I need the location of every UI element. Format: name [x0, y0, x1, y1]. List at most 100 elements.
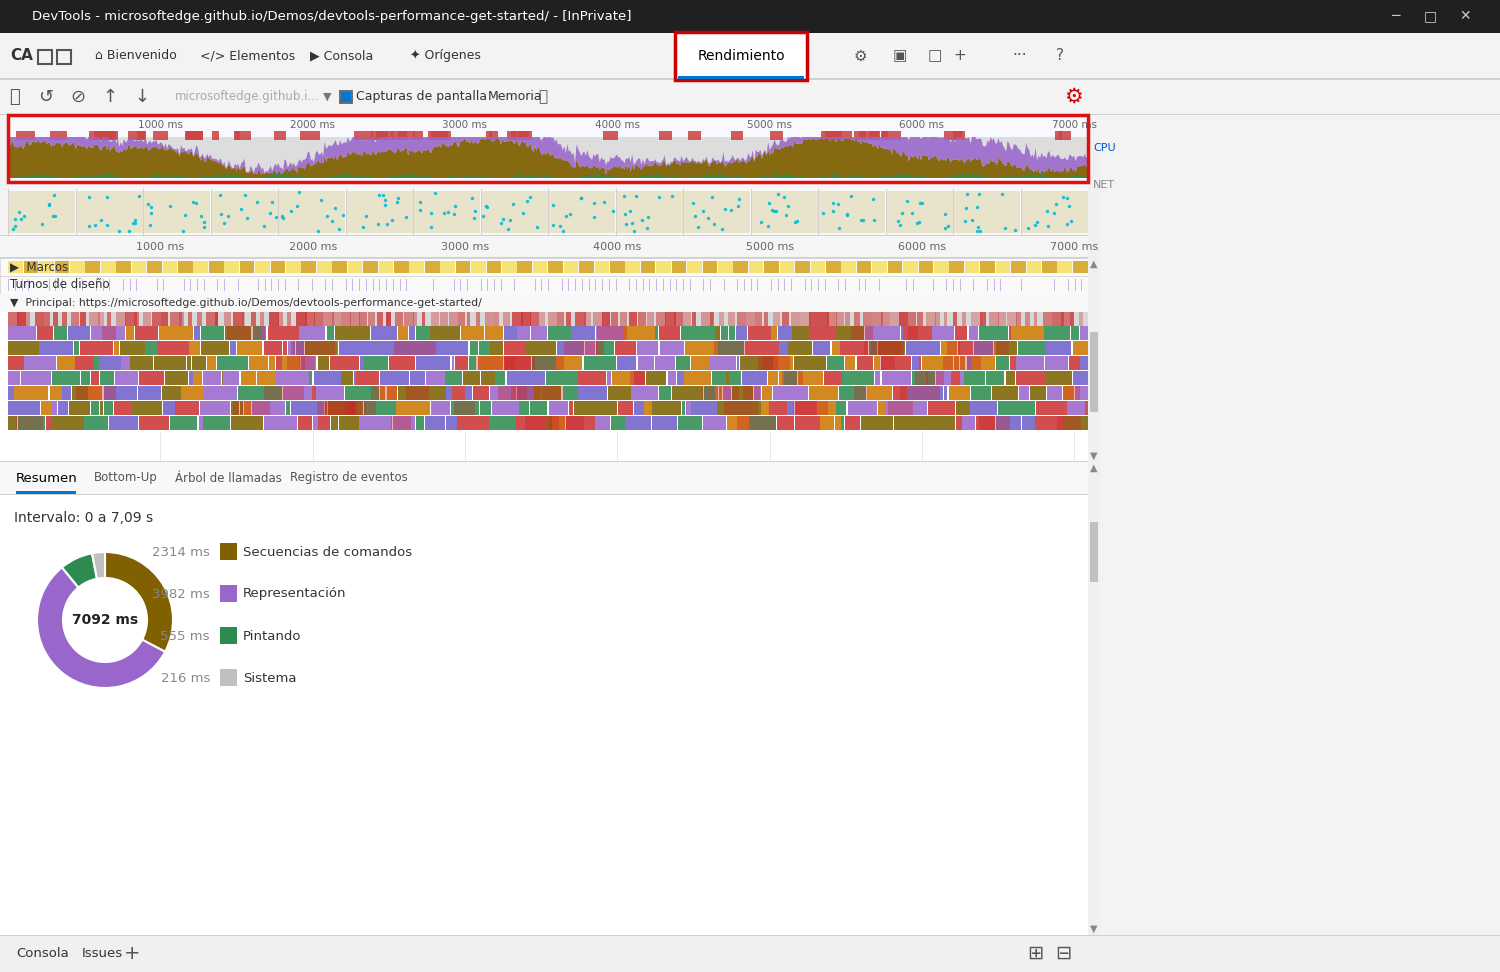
Bar — [292, 341, 296, 356]
Bar — [416, 357, 450, 370]
Bar — [954, 191, 1020, 233]
Bar — [730, 131, 742, 140]
Bar — [204, 416, 231, 431]
Bar — [1072, 371, 1088, 386]
Bar — [518, 387, 534, 400]
Bar — [398, 387, 424, 400]
Bar — [188, 312, 192, 326]
Bar — [874, 371, 876, 386]
Bar — [8, 115, 1088, 182]
Bar — [922, 357, 952, 370]
Bar — [296, 312, 307, 326]
Bar — [800, 312, 812, 326]
Bar — [566, 312, 570, 326]
Bar — [892, 387, 908, 400]
Bar — [1016, 312, 1022, 326]
Text: □: □ — [928, 49, 942, 63]
Bar — [610, 416, 624, 431]
Bar — [531, 327, 548, 340]
Bar — [518, 131, 531, 140]
Bar — [0, 33, 1500, 79]
Bar — [534, 387, 561, 400]
Text: Resumen: Resumen — [16, 471, 78, 484]
Bar — [916, 387, 942, 400]
Bar — [782, 371, 802, 386]
Bar — [678, 416, 702, 431]
Bar — [116, 312, 126, 326]
Bar — [988, 312, 999, 326]
Bar — [888, 261, 903, 273]
Bar — [0, 341, 1088, 356]
Bar — [410, 371, 426, 386]
Bar — [350, 312, 360, 326]
Bar — [201, 327, 223, 340]
Bar — [153, 357, 186, 370]
Bar — [908, 387, 916, 400]
Bar — [231, 401, 238, 415]
Bar — [476, 312, 480, 326]
Bar — [288, 341, 292, 356]
Bar — [298, 416, 312, 431]
Bar — [404, 312, 414, 326]
Bar — [426, 371, 444, 386]
Bar — [464, 371, 480, 386]
Bar — [998, 401, 999, 415]
Bar — [853, 131, 871, 140]
Bar — [760, 401, 768, 415]
Bar — [0, 114, 1500, 115]
Bar — [969, 327, 978, 340]
Bar — [324, 401, 356, 415]
Bar — [374, 341, 378, 356]
Bar — [996, 357, 1010, 370]
Bar — [16, 492, 76, 494]
Bar — [566, 416, 594, 431]
Bar — [304, 312, 315, 326]
Polygon shape — [8, 137, 1088, 175]
Bar — [970, 401, 998, 415]
Bar — [1054, 131, 1062, 140]
Bar — [792, 401, 828, 415]
Bar — [556, 357, 582, 370]
Bar — [864, 341, 903, 356]
Bar — [484, 327, 502, 340]
Bar — [853, 312, 859, 326]
Text: Registro de eventos: Registro de eventos — [290, 471, 408, 484]
Bar — [309, 371, 312, 386]
Bar — [842, 261, 856, 273]
Bar — [244, 401, 250, 415]
Bar — [861, 416, 892, 431]
Bar — [302, 357, 316, 370]
Bar — [956, 327, 968, 340]
Bar — [21, 371, 51, 386]
Bar — [348, 261, 363, 273]
Bar — [626, 261, 640, 273]
Bar — [596, 416, 610, 431]
Bar — [34, 312, 45, 326]
Bar — [1060, 312, 1070, 326]
Bar — [225, 327, 252, 340]
Bar — [162, 261, 177, 273]
Bar — [357, 371, 378, 386]
Bar — [1062, 387, 1080, 400]
Bar — [512, 387, 526, 400]
Bar — [980, 327, 1008, 340]
Bar — [634, 401, 644, 415]
Bar — [340, 312, 351, 326]
Bar — [226, 327, 266, 340]
Bar — [940, 341, 957, 356]
Bar — [286, 261, 300, 273]
Bar — [740, 357, 772, 370]
Bar — [207, 357, 216, 370]
Bar — [556, 341, 584, 356]
Bar — [640, 261, 656, 273]
Bar — [1062, 387, 1074, 400]
Bar — [516, 416, 546, 431]
Bar — [556, 312, 564, 326]
Bar — [736, 312, 746, 326]
Bar — [68, 327, 90, 340]
Bar — [564, 341, 604, 356]
Bar — [503, 312, 510, 326]
Bar — [76, 371, 81, 386]
Bar — [996, 416, 1022, 431]
Bar — [608, 387, 631, 400]
